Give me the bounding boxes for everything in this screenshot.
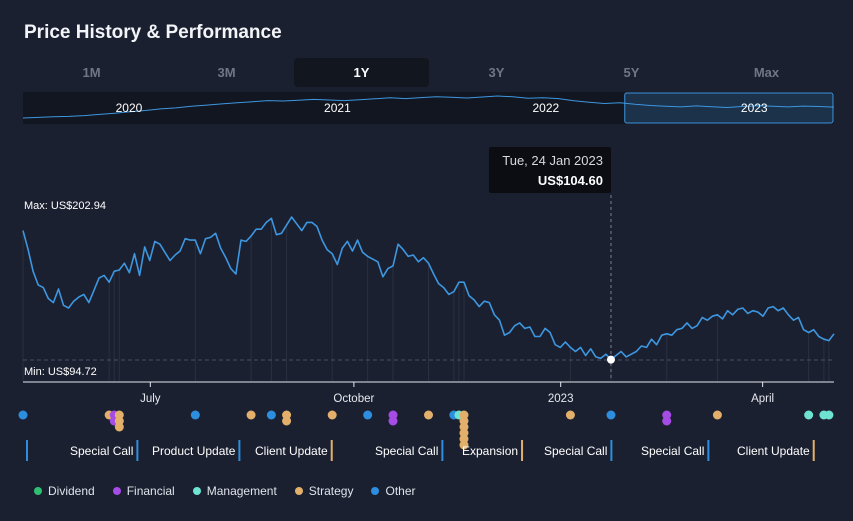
legend-item-other[interactable]: Other xyxy=(371,484,416,498)
x-tick-label: October xyxy=(333,393,374,405)
legend-dot-icon xyxy=(112,487,121,495)
tab-1y[interactable]: 1Y xyxy=(294,58,429,87)
legend-label: Dividend xyxy=(48,484,95,498)
event-dot-strategy[interactable] xyxy=(327,410,337,420)
legend-item-management[interactable]: Management xyxy=(192,484,277,498)
event-dot-strategy[interactable] xyxy=(282,416,292,426)
event-label[interactable]: Client Update xyxy=(737,444,810,458)
legend-item-strategy[interactable]: Strategy xyxy=(294,484,354,498)
navigator-year-label: 2023 xyxy=(741,101,768,115)
navigator-selection[interactable] xyxy=(624,92,834,124)
range-tabs: 1M 3M 1Y 3Y 5Y Max xyxy=(24,58,834,87)
tooltip-value: US$104.60 xyxy=(538,173,603,188)
tab-max[interactable]: Max xyxy=(753,65,780,80)
event-label[interactable]: Special Call xyxy=(641,444,704,458)
event-dot-strategy[interactable] xyxy=(459,440,469,450)
legend-dot-icon xyxy=(34,487,42,495)
legend-label: Other xyxy=(385,484,416,498)
event-label[interactable]: Special Call xyxy=(544,444,607,458)
legend-dot-icon xyxy=(192,487,201,495)
navigator-year-label: 2021 xyxy=(324,101,351,115)
event-dot-strategy[interactable] xyxy=(565,410,575,420)
event-dot-other[interactable] xyxy=(190,410,200,420)
event-dot-strategy[interactable] xyxy=(424,410,433,420)
tab-3y[interactable]: 3Y xyxy=(488,65,505,80)
x-tick-label: July xyxy=(140,393,161,405)
legend-label: Financial xyxy=(126,484,175,498)
event-dot-financial[interactable] xyxy=(662,416,672,426)
tooltip-point xyxy=(606,355,615,364)
max-label: Max: US$202.94 xyxy=(24,200,106,212)
tab-5y[interactable]: 5Y xyxy=(623,65,640,80)
event-dot-other[interactable] xyxy=(363,410,373,420)
event-label[interactable]: Special Call xyxy=(375,444,438,458)
navigator-year-label: 2020 xyxy=(116,101,143,115)
event-dot-strategy[interactable] xyxy=(114,422,124,432)
legend-item-dividend[interactable]: Dividend xyxy=(34,484,95,498)
navigator-year-label: 2022 xyxy=(532,101,559,115)
legend-label: Management xyxy=(206,484,277,498)
event-dot-strategy[interactable] xyxy=(246,410,256,420)
event-dot-other[interactable] xyxy=(606,410,616,420)
event-label[interactable]: Expansion xyxy=(462,444,518,458)
event-dot-strategy[interactable] xyxy=(712,410,722,420)
legend: Dividend Financial Management Strategy Other xyxy=(34,484,416,498)
legend-dot-icon xyxy=(294,487,303,495)
event-dot-other[interactable] xyxy=(266,410,276,420)
tooltip-date: Tue, 24 Jan 2023 xyxy=(502,153,603,168)
page-title: Price History & Performance xyxy=(24,22,282,43)
legend-dot-icon xyxy=(371,487,380,495)
x-tick-label: April xyxy=(751,393,774,405)
event-dot-management[interactable] xyxy=(824,410,834,420)
navigator-line xyxy=(22,95,835,119)
legend-item-financial[interactable]: Financial xyxy=(112,484,175,498)
legend-label: Strategy xyxy=(308,484,354,498)
tooltip-box xyxy=(488,147,611,193)
event-dot-financial[interactable] xyxy=(388,416,398,426)
tab-1m[interactable]: 1M xyxy=(82,65,101,80)
event-label[interactable]: Client Update xyxy=(255,444,328,458)
event-label[interactable]: Product Update xyxy=(152,444,236,458)
event-label[interactable]: Special Call xyxy=(70,444,133,458)
event-dot-other[interactable] xyxy=(18,410,28,420)
event-dot-management[interactable] xyxy=(804,410,814,420)
price-line[interactable] xyxy=(22,216,835,361)
min-label: Min: US$94.72 xyxy=(24,366,97,378)
x-tick-label: 2023 xyxy=(548,393,574,405)
tab-3m[interactable]: 3M xyxy=(217,65,236,80)
